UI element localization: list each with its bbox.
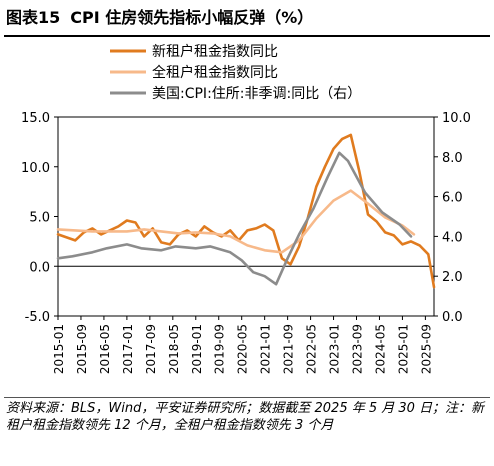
y-left-tick-label: -5.0 (25, 310, 50, 325)
figure-label: 图表15 (6, 8, 61, 27)
x-tick-label: 2020-05 (236, 324, 250, 374)
x-tick-label: 2017-09 (144, 324, 158, 374)
series-line-3 (56, 151, 413, 286)
figure-title-text: CPI 住房领先指标小幅反弹（%） (70, 8, 314, 27)
figure-title: 图表15 CPI 住房领先指标小幅反弹（%） (6, 4, 488, 32)
y-right-tick-label: 4.0 (442, 230, 463, 245)
y-right-tick-label: 6.0 (442, 191, 463, 206)
series-line-1 (56, 133, 436, 289)
x-tick-label: 2019-09 (213, 324, 227, 374)
y-left-tick-label: 0.0 (29, 260, 50, 275)
title-rule (4, 35, 490, 37)
plot-frame (57, 116, 435, 317)
y-right-tick-label: 0.0 (442, 310, 463, 325)
series-line-2 (56, 189, 416, 254)
y-left-tick-label: 15.0 (21, 111, 50, 126)
y-right-tick-label: 10.0 (442, 111, 471, 126)
plot-area (57, 116, 435, 317)
x-tick-label: 2023-01 (328, 324, 342, 374)
x-tick-label: 2017-01 (121, 324, 135, 374)
x-tick-label: 2024-05 (373, 324, 387, 374)
y-right-tick-label: 2.0 (442, 270, 463, 285)
x-tick-label: 2015-01 (52, 324, 66, 374)
x-tick-label: 2021-09 (282, 324, 296, 374)
legend-label-3: 美国:CPI:住所:非季调:同比（右） (152, 86, 361, 102)
x-tick-label: 2023-09 (351, 324, 365, 374)
x-tick-label: 2016-05 (98, 324, 112, 374)
footnote-rule (4, 397, 490, 398)
x-tick-label: 2019-01 (190, 324, 204, 374)
legend-label-1: 新租户租金指数同比 (152, 43, 278, 60)
x-tick-label: 2018-05 (167, 324, 181, 374)
legend-label-2: 全租户租金指数同比 (152, 64, 278, 81)
x-tick-label: 2015-09 (75, 324, 89, 374)
x-tick-label: 2021-01 (259, 324, 273, 374)
x-tick-label: 2025-01 (396, 324, 410, 374)
y-right-tick-label: 8.0 (442, 151, 463, 166)
source-note: 资料来源：BLS，Wind，平安证券研究所；数据截至 2025 年 5 月 30… (6, 401, 485, 433)
y-left-tick-label: 10.0 (21, 161, 50, 176)
x-tick-label: 2022-05 (305, 324, 319, 374)
x-tick-label: 2025-09 (419, 324, 433, 374)
y-left-tick-label: 5.0 (29, 211, 50, 226)
cpi-housing-chart: -5.0 0.0 5.0 10.0 15.0 0.0 2.0 4.0 6.0 8.0 10.0 201… (21, 43, 471, 374)
